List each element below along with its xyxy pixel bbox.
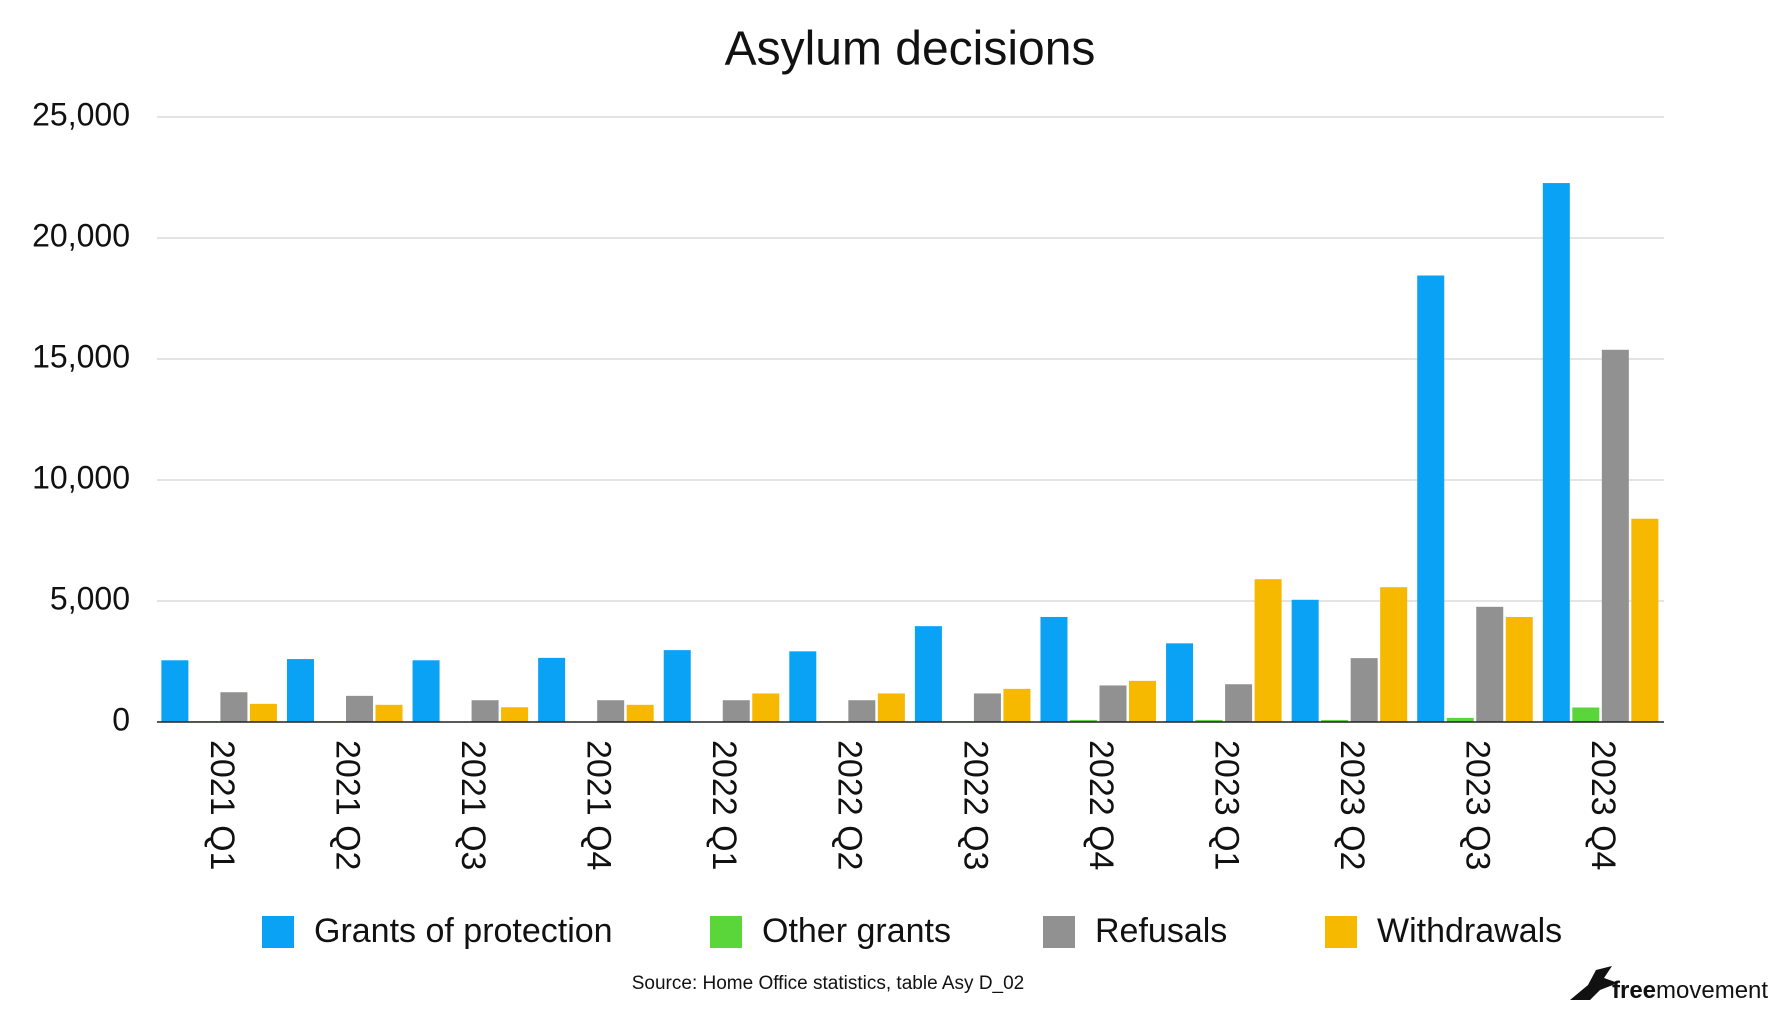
bar [1505,616,1533,722]
y-tick-label: 15,000 [32,338,130,374]
bar [914,626,942,722]
bar [346,695,374,722]
bar [663,650,691,722]
logo-regular: movement [1656,977,1768,1004]
bar [249,703,277,722]
y-tick-label: 5,000 [50,580,130,616]
bar [220,692,248,722]
legend-label: Withdrawals [1377,912,1562,950]
x-tick-label: 2022 Q1 [705,740,743,870]
bar [1195,720,1223,722]
legend-swatch [1325,916,1357,948]
bar [1417,275,1445,722]
bar [1542,183,1570,723]
source-note: Source: Home Office statistics, table As… [632,973,1025,994]
legend-swatch [1043,916,1075,948]
x-tick-label: 2021 Q4 [580,740,618,870]
bar [161,660,189,722]
bar [789,651,817,722]
y-tick-label: 25,000 [32,96,130,132]
chart-title: Asylum decisions [725,23,1096,76]
y-tick-label: 0 [112,701,130,737]
bar [848,700,876,722]
x-tick-label: 2022 Q4 [1082,740,1120,870]
x-tick-label: 2023 Q1 [1207,740,1245,870]
bar [597,700,625,722]
bar [1291,599,1319,722]
bar [752,693,780,722]
logo-bold: free [1612,977,1656,1004]
bar [1099,685,1127,722]
x-tick-label: 2021 Q2 [328,740,366,870]
legend-label: Grants of protection [314,912,613,950]
bar [1003,688,1031,722]
logo-bird [1570,966,1618,1000]
bar [1572,707,1600,722]
logo: freemovement [1570,966,1768,1004]
bar [286,659,314,722]
bar [412,660,440,722]
bar [471,700,499,722]
bar [1350,658,1378,722]
x-tick-label: 2021 Q3 [454,740,492,870]
legend-swatch [262,916,294,948]
y-tick-label: 10,000 [32,459,130,495]
legend-label: Other grants [762,912,951,950]
bar [1631,518,1659,722]
bar [1166,643,1194,722]
y-tick-label: 20,000 [32,217,130,253]
bar [1601,349,1629,722]
bar [375,704,403,722]
x-tick-label: 2023 Q2 [1333,740,1371,870]
bar [973,693,1001,722]
bar [1040,616,1068,722]
x-tick-label: 2022 Q2 [831,740,869,870]
bar [722,700,750,722]
x-tick-label: 2022 Q3 [956,740,994,870]
legend-swatch [710,916,742,948]
bar [1254,579,1282,722]
bar [1069,720,1097,722]
x-tick-label: 2021 Q1 [203,740,241,870]
legend-label: Refusals [1095,912,1227,950]
x-tick-label: 2023 Q4 [1584,740,1622,870]
bar [1380,587,1408,722]
bar [1225,684,1253,722]
bar [501,707,529,722]
bar [1129,680,1157,722]
bar [538,657,566,722]
bar [877,693,905,722]
x-tick-label: 2023 Q3 [1459,740,1497,870]
bar [1446,717,1474,722]
bar [1476,606,1504,722]
logo-text: freemovement [1612,977,1768,1004]
bar [626,704,654,722]
bar [1321,720,1349,722]
